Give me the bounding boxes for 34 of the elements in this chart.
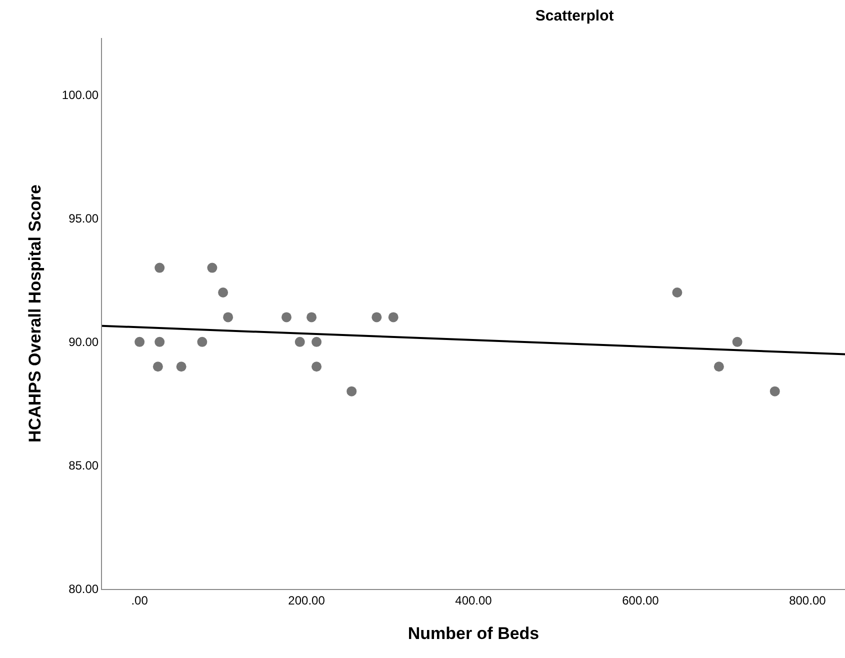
point	[134, 336, 145, 347]
x-tick-label: 600.00	[622, 593, 660, 608]
x-axis-title: Number of Beds	[408, 624, 540, 643]
point	[312, 336, 322, 347]
x-tick-label: 400.00	[455, 593, 492, 608]
point	[306, 312, 317, 322]
x-tick-label: 200.00	[288, 593, 326, 608]
y-tick-label: 95.00	[68, 212, 99, 226]
point	[176, 362, 186, 372]
y-tick-label: 85.00	[68, 458, 99, 473]
chart-title: Scatterplot	[535, 7, 614, 24]
y-tick-label: 80.00	[68, 582, 99, 596]
y-axis-title: HCAHPS Overall Hospital Score	[25, 184, 44, 442]
y-tick-label: 100.00	[62, 88, 99, 102]
point	[312, 362, 322, 372]
x-tick-label: 800.00	[789, 593, 826, 608]
point	[207, 262, 218, 273]
point	[282, 312, 292, 322]
point	[294, 336, 305, 347]
y-tick-label: 90.00	[68, 335, 99, 350]
point	[154, 336, 165, 347]
point	[388, 312, 398, 322]
point	[223, 312, 234, 322]
point	[732, 336, 742, 347]
point	[714, 362, 724, 372]
point	[672, 288, 682, 298]
x-tick-label: .00	[131, 593, 148, 608]
point	[197, 336, 208, 347]
point	[152, 362, 163, 372]
point	[346, 386, 357, 396]
point	[770, 386, 780, 396]
point	[218, 288, 228, 298]
point	[372, 312, 382, 322]
point	[154, 262, 165, 273]
